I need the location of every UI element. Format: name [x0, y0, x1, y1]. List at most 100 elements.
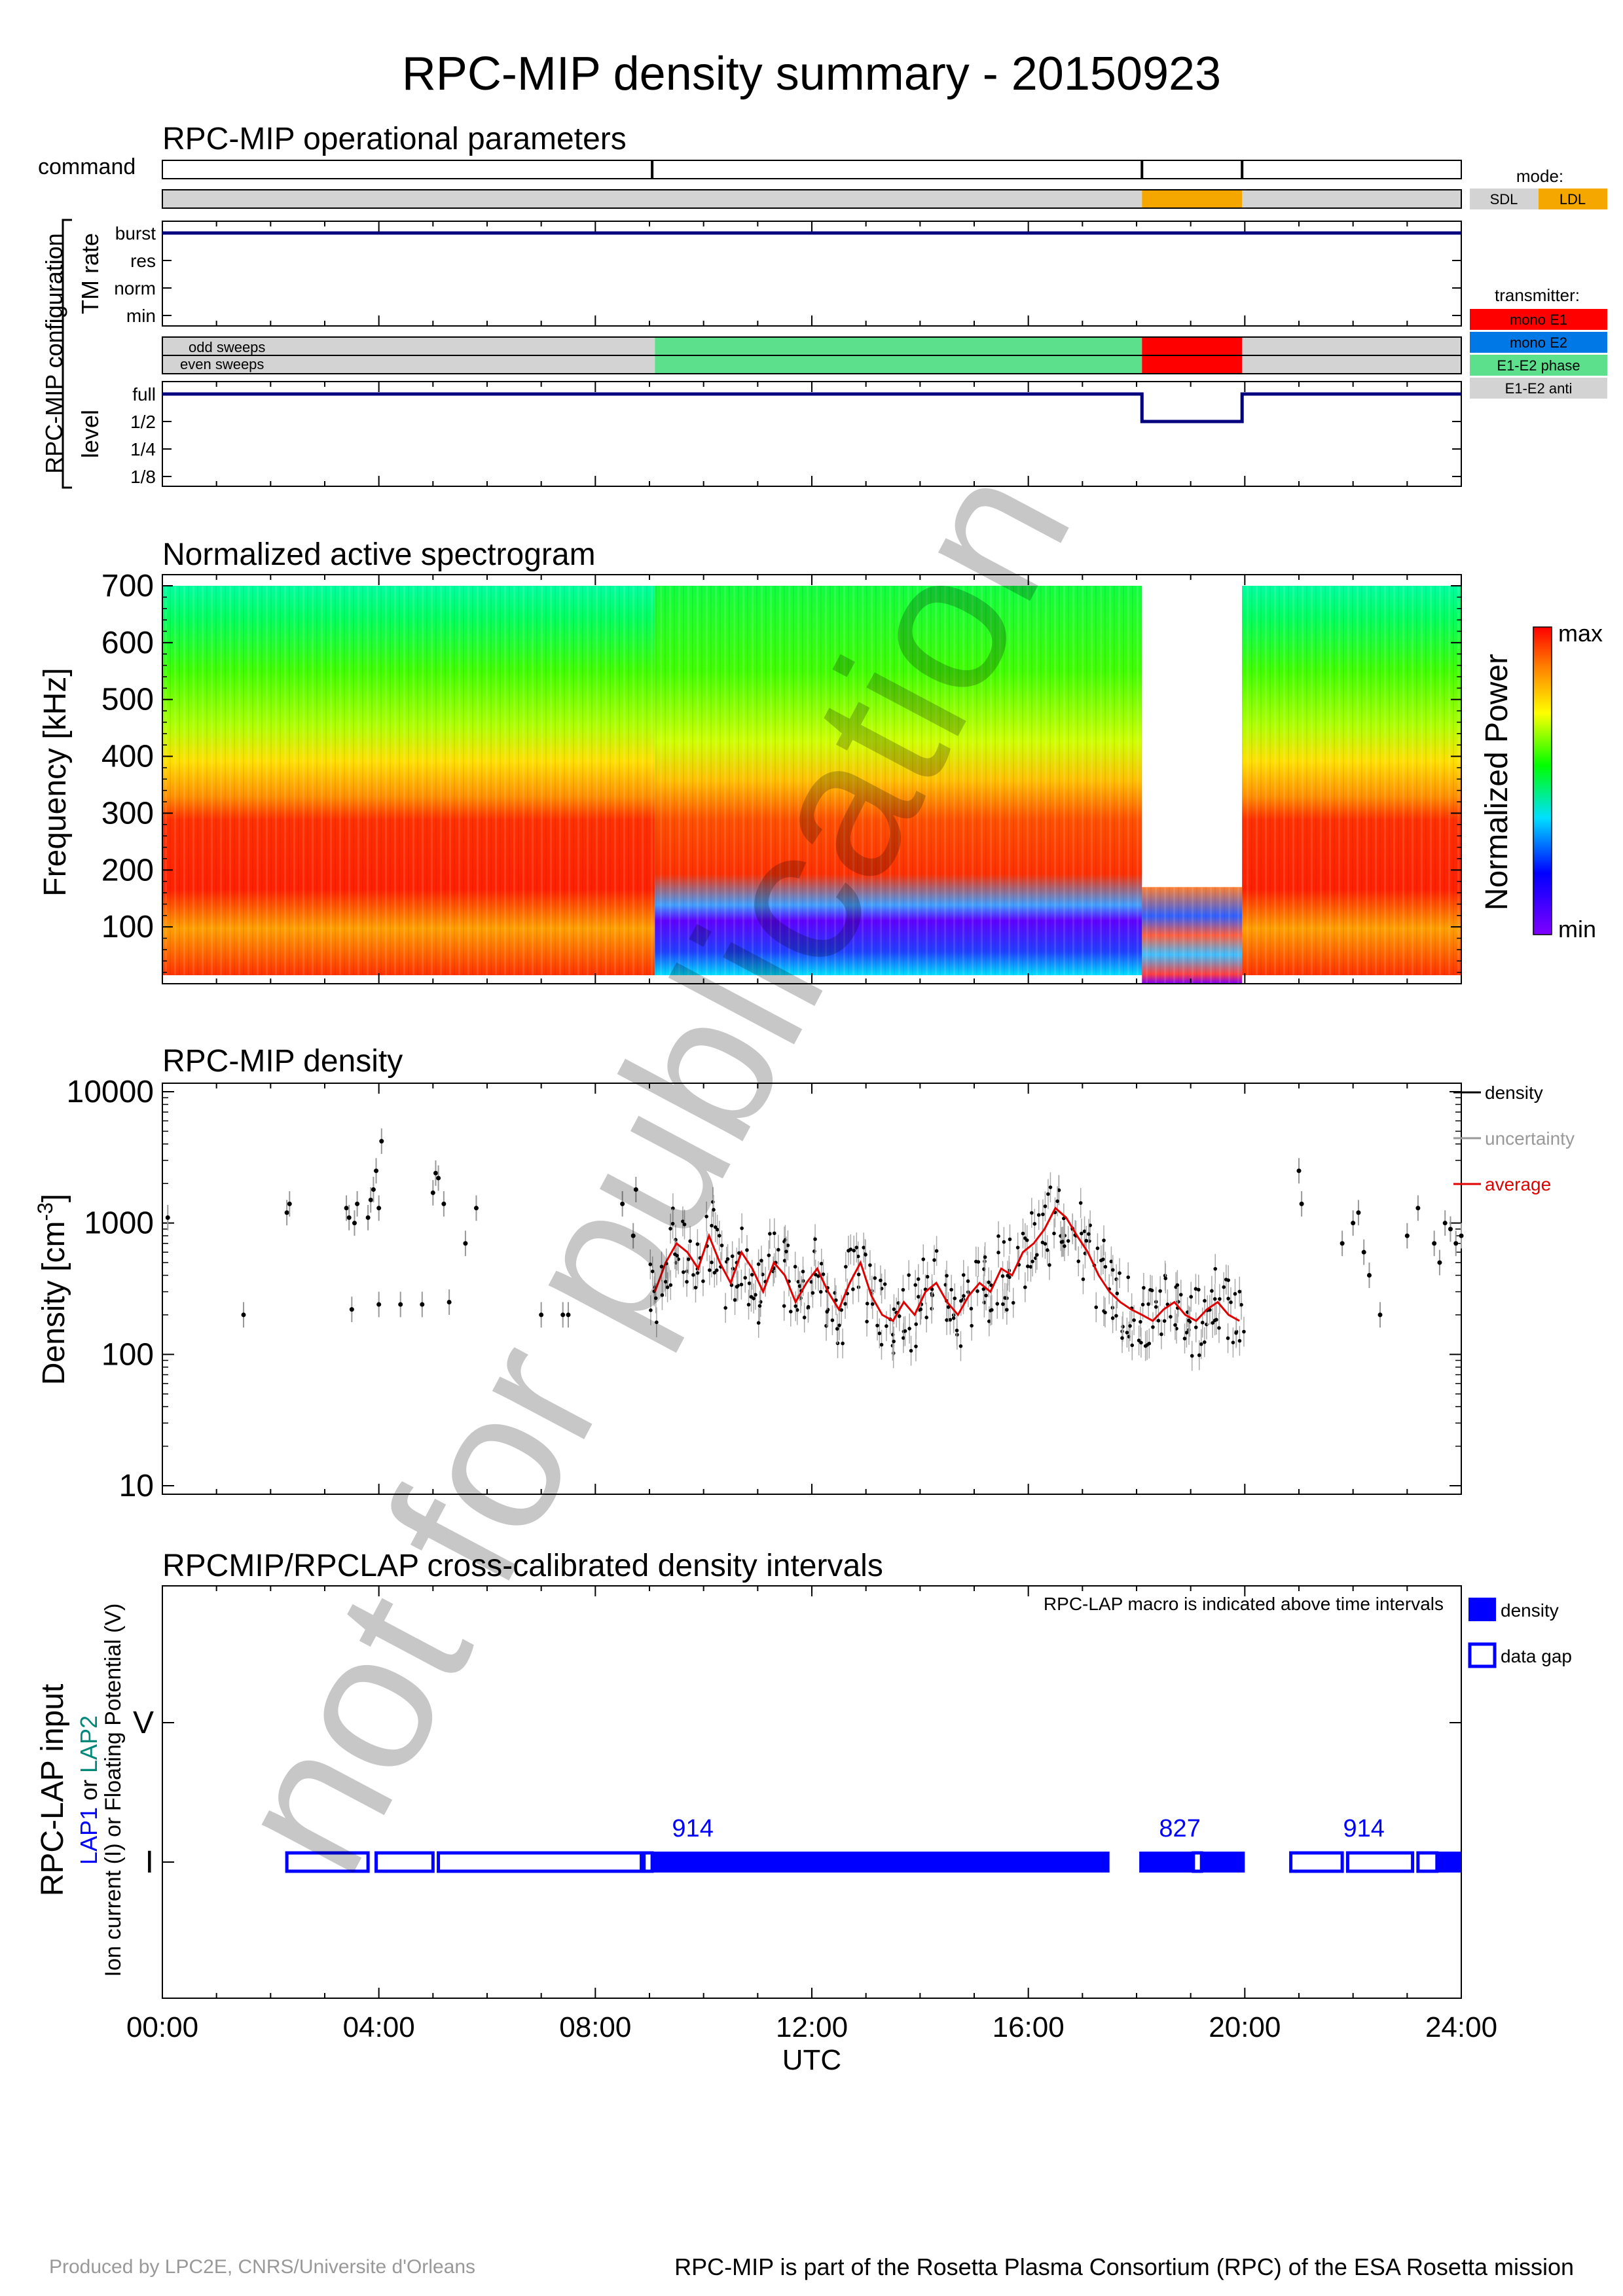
data-gap-interval	[1192, 1851, 1203, 1873]
lap-legend-density-label: density	[1501, 1600, 1559, 1621]
mode-legend-swatch	[1470, 188, 1539, 209]
density-point	[1442, 1221, 1448, 1226]
density-title: RPC-MIP density	[162, 1044, 403, 1079]
density-point	[786, 1243, 790, 1247]
density-point	[1015, 1246, 1020, 1249]
mode-legend-title: mode:	[1516, 166, 1563, 186]
density-point	[1043, 1242, 1048, 1246]
density-point	[1196, 1287, 1201, 1292]
mode-segment	[1242, 190, 1461, 208]
data-gap-interval	[1416, 1851, 1439, 1873]
x-tick-label: 00:00	[126, 2011, 198, 2043]
density-point	[865, 1301, 869, 1306]
density-point	[873, 1276, 877, 1280]
density-point	[165, 1215, 170, 1220]
density-point	[782, 1259, 787, 1263]
density-point	[1143, 1344, 1148, 1348]
density-point	[720, 1244, 724, 1247]
density-legend-label: average	[1485, 1174, 1551, 1194]
density-point	[767, 1253, 771, 1257]
lap-ylabel-current: Ion current (I) or Floating Potential (V…	[101, 1604, 126, 1977]
density-point	[949, 1287, 953, 1292]
density-point	[839, 1308, 843, 1312]
density-point	[725, 1257, 730, 1261]
density-point	[740, 1226, 744, 1230]
density-point	[648, 1262, 653, 1266]
density-point	[848, 1247, 853, 1251]
x-tick-label: 20:00	[1209, 2011, 1281, 2043]
density-point	[349, 1307, 354, 1312]
density-point	[995, 1302, 1000, 1306]
density-point	[1237, 1338, 1242, 1343]
density-point	[796, 1280, 801, 1284]
command-bar	[162, 160, 1462, 179]
density-point	[695, 1271, 700, 1275]
density-point	[1226, 1336, 1230, 1340]
density-point	[355, 1201, 360, 1206]
density-point	[1210, 1289, 1214, 1293]
density-point	[883, 1282, 887, 1286]
spectrogram-ytick: 400	[101, 740, 154, 774]
density-point	[710, 1223, 714, 1228]
lap-macro-label: 914	[1343, 1815, 1384, 1842]
density-point	[754, 1293, 757, 1297]
density-point	[681, 1219, 685, 1223]
density-point	[1029, 1265, 1033, 1269]
density-point	[463, 1241, 468, 1246]
density-point	[287, 1201, 292, 1206]
density-point	[802, 1316, 807, 1319]
density-point	[1154, 1305, 1158, 1309]
density-point	[717, 1234, 721, 1238]
transmitter-legend-label: E1-E2 phase	[1497, 357, 1580, 374]
density-point	[1184, 1331, 1189, 1335]
density-point	[1189, 1295, 1194, 1299]
density-ytick: 10000	[67, 1075, 154, 1109]
transmitter-legend-swatch	[1470, 332, 1607, 353]
density-point	[756, 1321, 761, 1325]
density-point	[1200, 1320, 1205, 1325]
density-point	[1404, 1233, 1410, 1238]
density-point	[892, 1339, 896, 1344]
density-point	[821, 1272, 826, 1276]
transmitter-legend-label: E1-E2 anti	[1505, 380, 1573, 397]
density-point	[1226, 1297, 1230, 1300]
density-point	[1377, 1312, 1383, 1318]
density-point	[1125, 1331, 1129, 1335]
density-point	[834, 1298, 838, 1302]
density-point	[663, 1280, 668, 1284]
density-point	[1115, 1291, 1120, 1296]
density-point	[983, 1255, 987, 1259]
density-point	[879, 1342, 884, 1347]
density-point	[715, 1227, 720, 1232]
density-point	[1030, 1211, 1034, 1215]
density-point	[712, 1208, 716, 1212]
colorbar	[1533, 627, 1552, 935]
density-point	[1055, 1199, 1059, 1204]
density-point	[1296, 1168, 1302, 1174]
density-point	[1158, 1289, 1162, 1293]
density-point	[1002, 1240, 1006, 1244]
density-point	[441, 1201, 447, 1206]
density-point	[379, 1139, 384, 1144]
density-point	[852, 1248, 856, 1253]
lap-ytick: V	[133, 1706, 154, 1740]
density-point	[795, 1308, 799, 1312]
density-point	[793, 1304, 798, 1308]
density-point	[1231, 1340, 1235, 1344]
density-point	[816, 1274, 820, 1278]
spectrogram-ytick: 100	[101, 910, 154, 944]
density-point	[1233, 1292, 1237, 1296]
density-point	[813, 1237, 817, 1242]
x-tick-label: 24:00	[1425, 2011, 1497, 2043]
density-point	[818, 1289, 823, 1294]
density-point	[1139, 1340, 1143, 1345]
density-point	[811, 1291, 815, 1295]
data-gap-interval	[1289, 1851, 1344, 1873]
density-point	[907, 1327, 911, 1331]
density-point	[1103, 1265, 1108, 1269]
density-point	[1035, 1253, 1039, 1257]
density-point	[1182, 1336, 1187, 1340]
density-point	[670, 1221, 675, 1226]
density-point	[1453, 1241, 1459, 1246]
density-point	[1036, 1213, 1041, 1217]
